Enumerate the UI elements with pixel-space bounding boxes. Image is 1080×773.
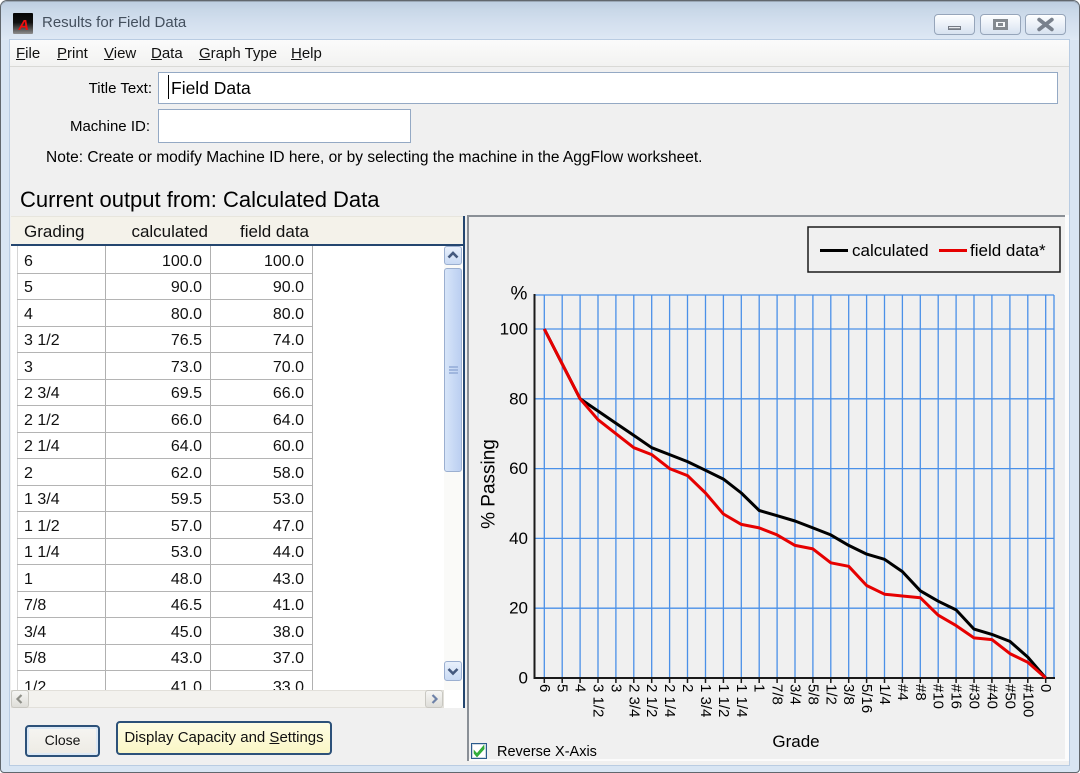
svg-text:5/8: 5/8 — [804, 684, 821, 705]
svg-text:1 1/2: 1 1/2 — [715, 684, 732, 717]
svg-text:#4: #4 — [894, 684, 911, 701]
svg-text:% Passing: % Passing — [479, 439, 500, 529]
svg-text:1/4: 1/4 — [876, 684, 893, 705]
svg-text:40: 40 — [509, 529, 528, 548]
svg-text:3/8: 3/8 — [840, 684, 857, 705]
svg-text:5: 5 — [554, 684, 571, 692]
svg-text:calculated: calculated — [852, 241, 929, 260]
svg-text:%: % — [511, 284, 528, 305]
svg-text:1/2: 1/2 — [822, 684, 839, 705]
svg-text:1 1/4: 1 1/4 — [733, 684, 750, 717]
svg-text:2: 2 — [679, 684, 696, 692]
svg-text:1 3/4: 1 3/4 — [697, 684, 714, 717]
svg-text:3/4: 3/4 — [787, 684, 804, 705]
svg-text:80: 80 — [509, 389, 528, 408]
svg-text:Grade: Grade — [772, 732, 819, 751]
svg-text:#100: #100 — [1019, 684, 1036, 717]
svg-text:0: 0 — [519, 669, 528, 688]
svg-text:2 3/4: 2 3/4 — [625, 684, 642, 717]
svg-text:4: 4 — [572, 684, 589, 692]
svg-text:#50: #50 — [1001, 684, 1018, 709]
svg-text:#16: #16 — [948, 684, 965, 709]
svg-text:2 1/4: 2 1/4 — [661, 684, 678, 717]
svg-text:5/16: 5/16 — [858, 684, 875, 713]
svg-text:1: 1 — [751, 684, 768, 692]
svg-text:20: 20 — [509, 599, 528, 618]
svg-text:#40: #40 — [983, 684, 1000, 709]
svg-text:#30: #30 — [966, 684, 983, 709]
svg-text:2 1/2: 2 1/2 — [643, 684, 660, 717]
svg-text:60: 60 — [509, 459, 528, 478]
svg-text:0: 0 — [1037, 684, 1054, 692]
svg-text:3 1/2: 3 1/2 — [590, 684, 607, 717]
svg-text:7/8: 7/8 — [769, 684, 786, 705]
svg-text:6: 6 — [536, 684, 553, 692]
svg-text:3: 3 — [607, 684, 624, 692]
svg-text:A: A — [17, 17, 29, 34]
svg-text:100: 100 — [500, 320, 528, 339]
svg-text:#10: #10 — [930, 684, 947, 709]
svg-text:field data*: field data* — [970, 241, 1046, 260]
svg-text:#8: #8 — [912, 684, 929, 701]
